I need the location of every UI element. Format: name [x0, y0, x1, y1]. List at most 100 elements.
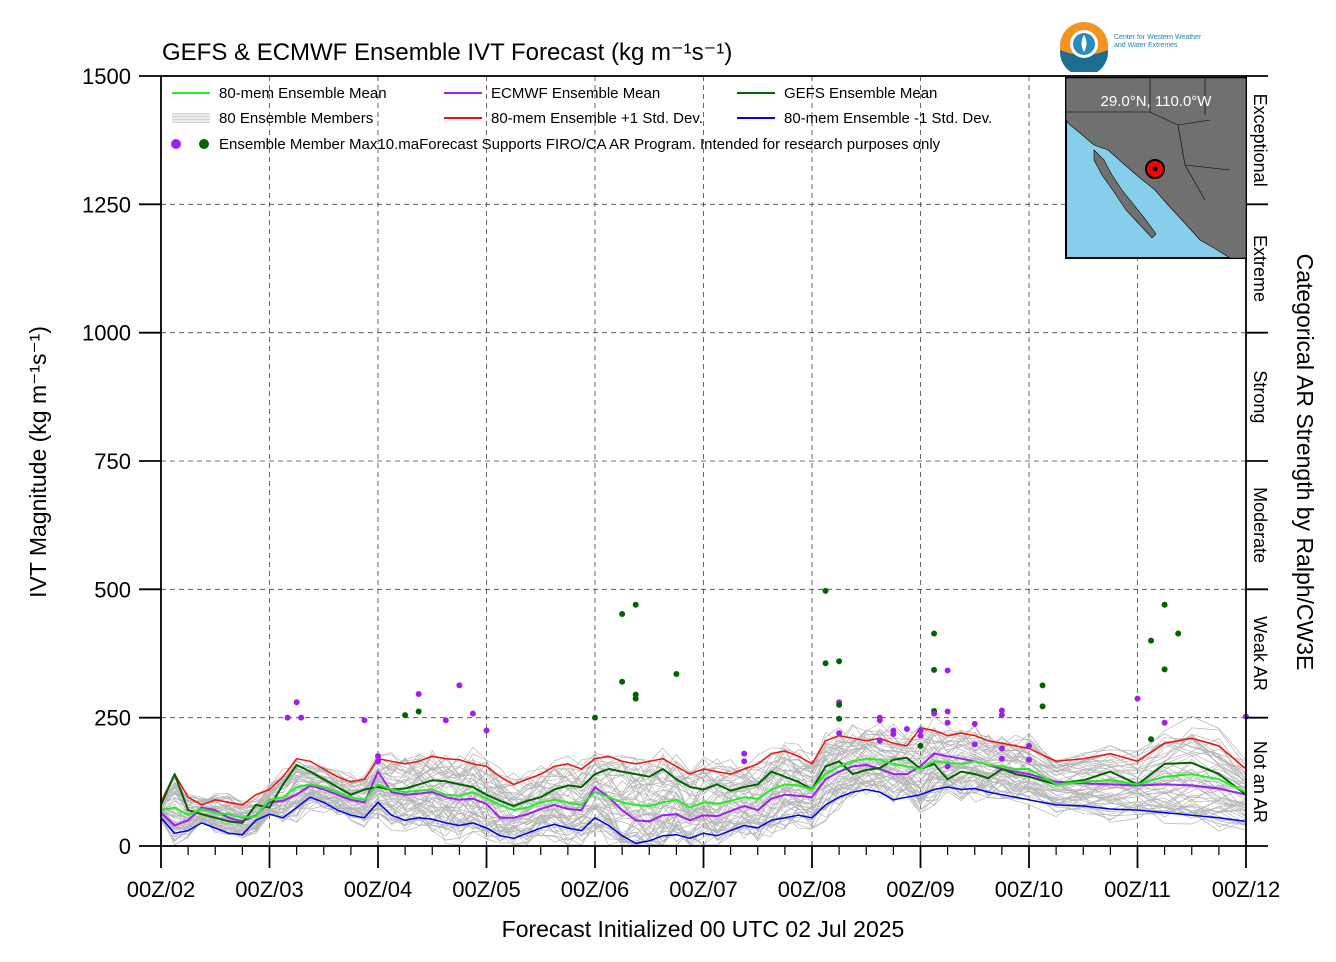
logo-line-1: Center for Western Weather — [1114, 34, 1202, 41]
member-max-dots — [284, 587, 1249, 770]
ensemble-member-line — [160, 750, 1247, 814]
member-max-dot — [931, 630, 938, 637]
80-mem-ensemble-1-std-dev--line — [160, 727, 1247, 806]
member-max-dot — [998, 707, 1005, 714]
member-max-dot — [971, 720, 978, 727]
x-tick-label: 00Z/09 — [886, 877, 955, 902]
member-max-dot — [284, 714, 291, 721]
y-tick-label: 1500 — [82, 64, 131, 89]
legend-label: 80 Ensemble Members — [219, 110, 373, 127]
legend-dot-ecmwf — [171, 139, 181, 149]
inset-map-baja — [1093, 149, 1157, 239]
member-max-dot — [1161, 719, 1168, 726]
member-max-dot — [469, 710, 476, 717]
legend-label: 80-mem Ensemble -1 Std. Dev. — [784, 110, 992, 127]
x-tick-label: 00Z/08 — [778, 877, 847, 902]
member-max-dot — [741, 750, 748, 757]
member-max-dot — [836, 730, 843, 737]
ensemble-member-line — [160, 745, 1247, 821]
y-tick-label: 500 — [94, 577, 131, 602]
right-category-axis: Not an AR Weak AR Moderate Strong Extreme Exc… — [1246, 75, 1270, 847]
member-max-dot — [836, 715, 843, 722]
category-label: Extreme — [1250, 235, 1270, 302]
member-max-dot — [619, 610, 626, 617]
member-max-dot — [741, 758, 748, 765]
x-axis-label: Forecast Initialized 00 UTC 02 Jul 2025 — [502, 916, 905, 942]
member-max-dot — [632, 691, 639, 698]
member-max-dot — [361, 717, 368, 724]
member-max-dot — [917, 727, 924, 734]
y-tick-label: 250 — [94, 706, 131, 731]
member-max-dot — [931, 666, 938, 673]
member-max-dot — [917, 732, 924, 739]
x-tick-label: 00Z/11 — [1104, 877, 1171, 902]
y-axis: 0 250 500 750 1000 1250 1500 — [82, 64, 161, 859]
ensemble-member-line — [160, 749, 1247, 819]
ensemble-member-line — [160, 733, 1247, 809]
member-max-dot — [442, 717, 449, 724]
x-tick-label: 00Z/12 — [1212, 877, 1281, 902]
member-max-dot — [944, 719, 951, 726]
member-max-dot — [944, 708, 951, 715]
member-max-dot — [931, 710, 938, 717]
category-label: Moderate — [1250, 487, 1270, 563]
x-tick-label: 00Z/04 — [344, 877, 413, 902]
member-max-dot — [1134, 695, 1141, 702]
grid-lines — [161, 76, 1246, 846]
cw3e-logo: Center for Western Weather and Water Ext… — [1058, 18, 1248, 74]
ensemble-member-line — [160, 723, 1247, 807]
member-max-dot — [375, 753, 381, 760]
ensemble-member-line — [160, 777, 1247, 846]
member-max-dot — [632, 601, 639, 608]
legend-label: 80-mem Ensemble Mean — [219, 85, 387, 102]
inset-map-coordinates: 29.0°N, 110.0°W — [1101, 93, 1213, 110]
research-notice: 10.maForecast Supports FIRO/CA AR Progra… — [377, 136, 940, 153]
y-axis-label: IVT Magnitude (kg m⁻¹s⁻¹) — [25, 326, 51, 598]
member-max-dot — [1039, 682, 1046, 689]
ensemble-member-line — [160, 766, 1247, 842]
ensemble-member-line — [160, 728, 1247, 810]
chart-title: GEFS & ECMWF Ensemble IVT Forecast (kg m… — [162, 39, 732, 66]
legend-label: ECMWF Ensemble Mean — [491, 85, 660, 102]
series-lines — [160, 727, 1247, 845]
member-max-dot — [632, 695, 639, 702]
member-max-dot — [298, 714, 305, 721]
member-max-dot — [836, 701, 843, 708]
x-tick-label: 00Z/10 — [995, 877, 1064, 902]
ensemble-member-line — [160, 774, 1247, 846]
category-label: Weak AR — [1250, 616, 1270, 691]
logo-line-2: and Water Extremes — [1114, 42, 1178, 49]
member-max-dot — [619, 678, 626, 685]
y-tick-label: 1000 — [82, 321, 131, 346]
ensemble-member-line — [160, 767, 1247, 841]
legend-label: Ensemble Member Max — [219, 136, 378, 153]
y-tick-label: 750 — [94, 449, 131, 474]
location-marker-center — [1152, 166, 1158, 172]
member-max-dot — [1039, 703, 1046, 710]
member-max-dot — [293, 699, 300, 706]
member-max-dot — [876, 737, 883, 744]
ensemble-member-line — [160, 729, 1247, 807]
ensemble-member-line — [160, 725, 1247, 810]
member-max-dot — [1026, 742, 1032, 749]
y-tick-label: 1250 — [82, 192, 131, 217]
right-axis-label: Categorical AR Strength by Ralph/CW3E — [1292, 254, 1318, 671]
member-max-dot — [415, 708, 422, 715]
member-max-dot — [822, 660, 829, 667]
member-max-dot — [998, 755, 1005, 762]
x-tick-label: 00Z/06 — [561, 877, 630, 902]
member-max-dot — [1175, 630, 1182, 637]
member-max-dot — [1026, 756, 1032, 763]
member-max-dot — [998, 745, 1005, 752]
x-tick-label: 00Z/05 — [452, 877, 521, 902]
member-max-dot — [375, 758, 381, 765]
member-max-dot — [998, 712, 1005, 719]
ensemble-member-line — [160, 756, 1247, 830]
member-max-dot — [944, 763, 951, 770]
member-max-dot — [944, 667, 951, 674]
inset-map: 29.0°N, 110.0°W — [1065, 77, 1247, 259]
80-mem-ensemble-mean-line — [160, 757, 1247, 819]
member-max-dot — [402, 712, 409, 719]
member-max-dot — [415, 691, 422, 698]
